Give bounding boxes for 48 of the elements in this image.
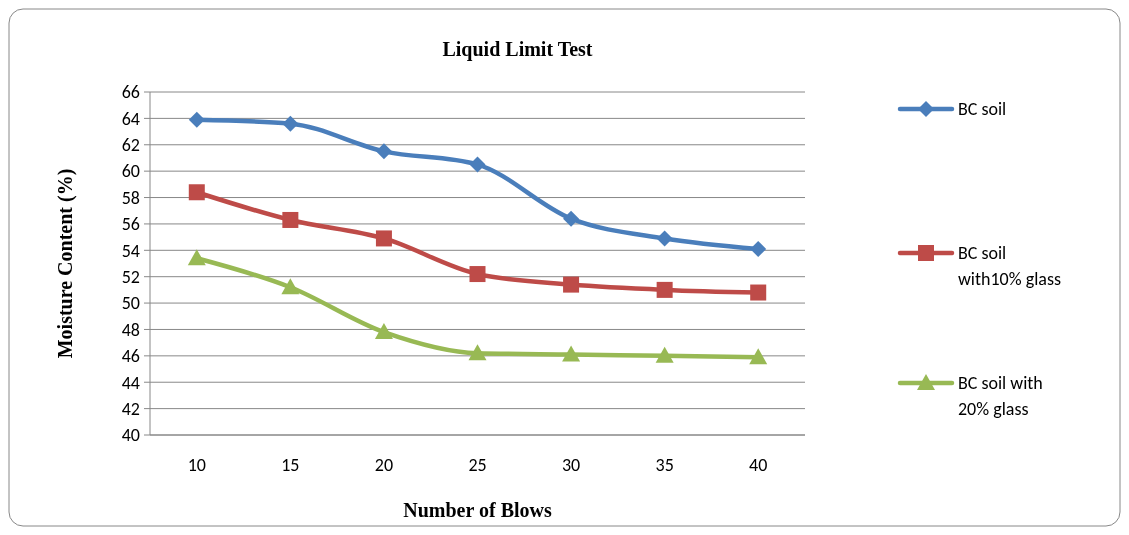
point	[656, 281, 673, 298]
legend-label: BC soil	[958, 98, 1007, 121]
y-tick-label: 46	[121, 345, 140, 368]
point	[749, 348, 768, 365]
y-tick-label: 64	[121, 107, 140, 130]
point	[656, 230, 673, 247]
x-tick-label: 25	[468, 454, 487, 476]
y-tick-label: 50	[121, 292, 140, 315]
point	[468, 344, 487, 361]
y-tick-label: 42	[121, 397, 140, 420]
legend-label: BC soil with10% glass	[958, 242, 1061, 291]
y-tick-label: 66	[121, 81, 140, 104]
y-tick-label: 60	[121, 160, 140, 183]
y-axis-title: Moisture Content (%)	[54, 168, 77, 359]
x-tick-label: 15	[281, 454, 300, 476]
point	[750, 284, 767, 301]
x-axis-title: Number of Blows	[403, 499, 552, 521]
point	[282, 115, 299, 132]
y-tick-label: 62	[121, 134, 140, 157]
y-tick-label: 40	[121, 424, 140, 447]
x-tick-label: 35	[655, 454, 674, 476]
y-tick-label: 54	[121, 239, 140, 262]
legend-label: BC soil with 20% glass	[958, 372, 1043, 421]
x-tick-label: 20	[374, 454, 394, 476]
point	[188, 184, 205, 201]
point	[281, 278, 300, 295]
point	[374, 323, 393, 340]
y-tick-label: 58	[121, 186, 140, 209]
x-tick-label: 30	[561, 454, 581, 476]
y-tick-label: 44	[121, 371, 140, 394]
point	[375, 230, 392, 247]
x-tick-label: 10	[187, 454, 206, 476]
point	[188, 111, 205, 128]
y-tick-label: 52	[121, 265, 140, 288]
point	[469, 266, 486, 283]
point	[655, 346, 674, 363]
x-tick-label: 40	[749, 454, 768, 476]
y-tick-label: 56	[121, 213, 140, 236]
point	[563, 276, 580, 293]
point	[375, 143, 392, 160]
point	[282, 211, 299, 228]
point	[187, 249, 206, 266]
point	[469, 156, 486, 173]
point	[562, 345, 581, 362]
point	[750, 240, 767, 257]
point	[563, 210, 580, 227]
chart-title: Liquid Limit Test	[442, 38, 593, 61]
y-tick-label: 48	[121, 318, 140, 341]
